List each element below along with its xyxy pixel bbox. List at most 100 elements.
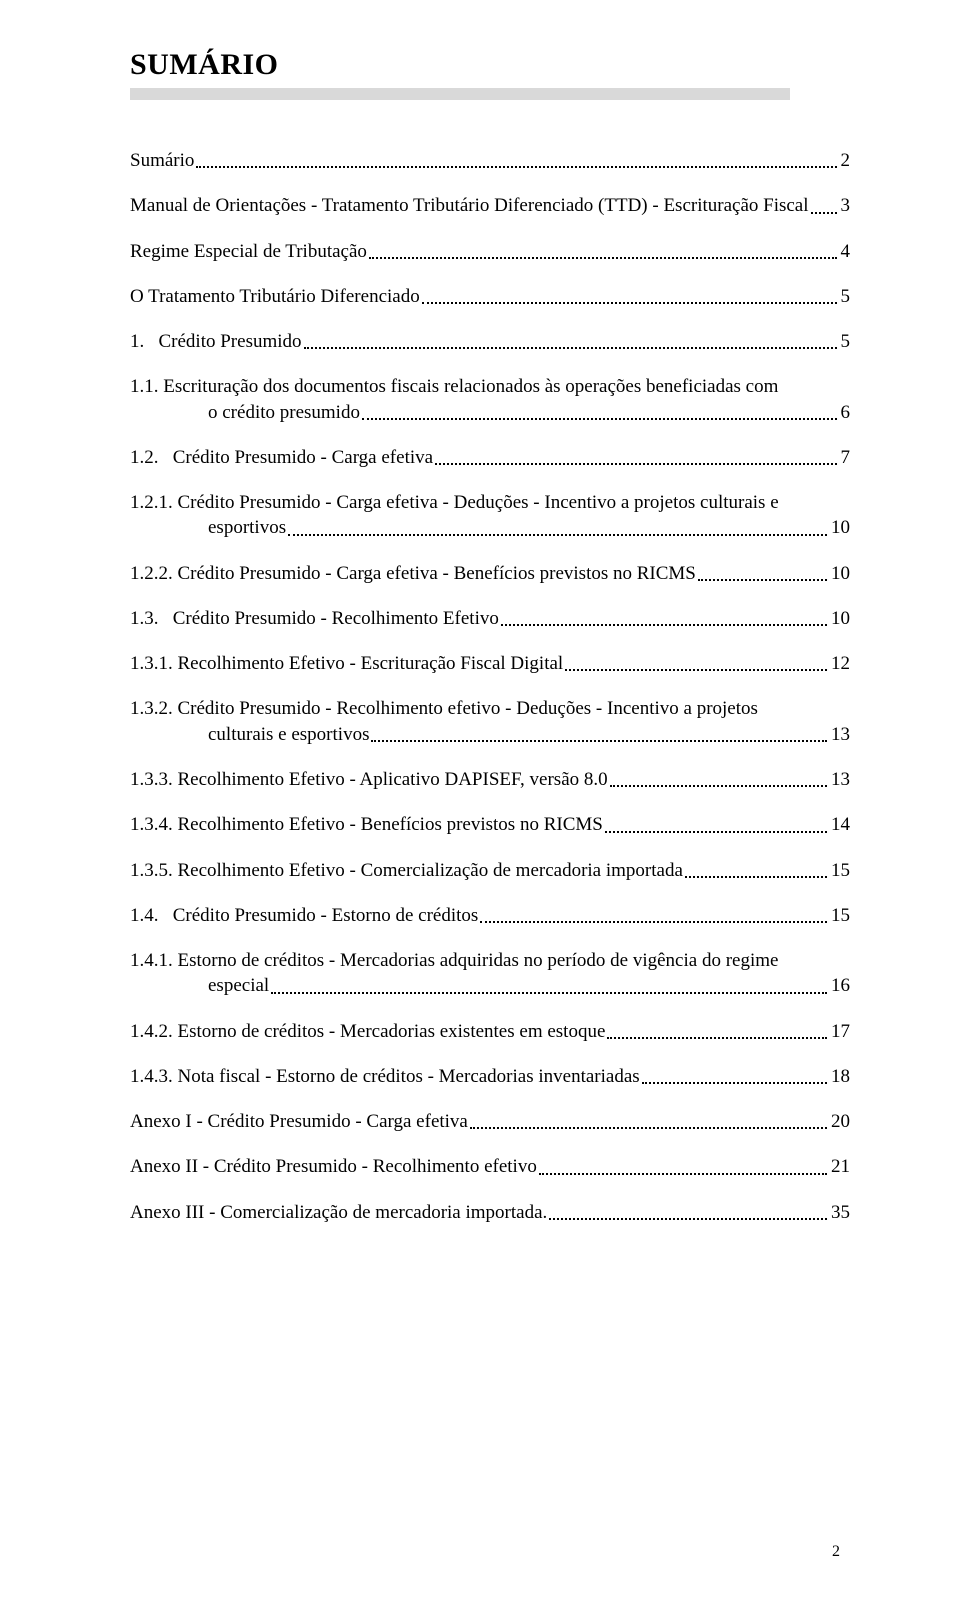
toc-leader-dots bbox=[288, 534, 827, 536]
toc-entry-page: 3 bbox=[839, 193, 851, 218]
toc-entry: 1.3.1. Recolhimento Efetivo - Escrituraç… bbox=[130, 651, 850, 676]
toc-entry-line2: especial 16 bbox=[130, 973, 850, 998]
toc-entry-labelwrap: Estorno de créditos - Mercadorias existe… bbox=[178, 1019, 830, 1044]
toc-entry-label: especial bbox=[208, 973, 269, 998]
toc-entry-page: 2 bbox=[839, 148, 851, 173]
table-of-contents: Sumário2 Manual de Orientações - Tratamen… bbox=[130, 148, 850, 1225]
toc-entry-label: culturais e esportivos bbox=[208, 722, 369, 747]
toc-entry-page: 13 bbox=[829, 722, 850, 747]
toc-entry-labelwrap: Anexo I - Crédito Presumido - Carga efet… bbox=[130, 1109, 829, 1134]
toc-entry-page: 10 bbox=[829, 606, 850, 631]
toc-entry-page: 17 bbox=[829, 1019, 850, 1044]
toc-entry-number: 1.3.4. bbox=[130, 812, 178, 837]
toc-entry-line1: 1.1. Escrituração dos documentos fiscais… bbox=[130, 374, 850, 399]
toc-entry-line1: 1.2.1. Crédito Presumido - Carga efetiva… bbox=[130, 490, 850, 515]
toc-entry-number: 1.2.1. bbox=[130, 492, 178, 513]
toc-entry-number: 1.4.2. bbox=[130, 1019, 178, 1044]
toc-entry-line1: 1.4.1. Estorno de créditos - Mercadorias… bbox=[130, 948, 850, 973]
toc-entry-page: 5 bbox=[839, 329, 851, 354]
toc-entry-label: Estorno de créditos - Mercadorias adquir… bbox=[178, 950, 779, 971]
toc-entry-page: 35 bbox=[829, 1200, 850, 1225]
toc-entry-labelwrap: Sumário bbox=[130, 148, 839, 173]
toc-leader-dots bbox=[435, 463, 836, 465]
toc-entry-label: Anexo I - Crédito Presumido - Carga efet… bbox=[130, 1109, 468, 1134]
toc-entry-page: 4 bbox=[839, 239, 851, 264]
toc-entry-labelwrap: Nota fiscal - Estorno de créditos - Merc… bbox=[178, 1064, 830, 1089]
toc-entry-page: 6 bbox=[839, 400, 851, 425]
toc-entry: O Tratamento Tributário Diferenciado5 bbox=[130, 284, 850, 309]
toc-leader-dots bbox=[304, 347, 837, 349]
toc-entry-labelwrap: Anexo II - Crédito Presumido - Recolhime… bbox=[130, 1154, 829, 1179]
toc-entry-page: 7 bbox=[839, 445, 851, 470]
toc-entry-number: 1.2.2. bbox=[130, 561, 178, 586]
toc-entry: 1.3.5. Recolhimento Efetivo - Comerciali… bbox=[130, 858, 850, 883]
toc-entry-label: Escrituração dos documentos fiscais rela… bbox=[163, 376, 778, 397]
toc-entry-line2: esportivos 10 bbox=[130, 515, 850, 540]
toc-entry-label: Recolhimento Efetivo - Comercialização d… bbox=[178, 858, 683, 883]
toc-entry-label: Nota fiscal - Estorno de créditos - Merc… bbox=[178, 1064, 640, 1089]
toc-entry-page: 13 bbox=[829, 767, 850, 792]
toc-leader-dots bbox=[811, 212, 837, 214]
toc-entry-page: 14 bbox=[829, 812, 850, 837]
toc-entry: Sumário2 bbox=[130, 148, 850, 173]
toc-entry-page: 21 bbox=[829, 1154, 850, 1179]
toc-entry-page: 10 bbox=[829, 561, 850, 586]
toc-leader-dots bbox=[422, 302, 837, 304]
toc-entry-labelwrap: Crédito Presumido bbox=[159, 329, 839, 354]
toc-entry-number: 1.4.1. bbox=[130, 950, 178, 971]
toc-entry-number: 1.3.2. bbox=[130, 698, 178, 719]
toc-leader-dots bbox=[607, 1037, 827, 1039]
toc-leader-dots bbox=[470, 1127, 827, 1129]
toc-entry-number: 1.3.3. bbox=[130, 767, 178, 792]
toc-entry-label: esportivos bbox=[208, 515, 286, 540]
toc-entry: 1.4.1. Estorno de créditos - Mercadorias… bbox=[130, 948, 850, 999]
toc-entry: Anexo II - Crédito Presumido - Recolhime… bbox=[130, 1154, 850, 1179]
toc-entry-labelwrap: Anexo III - Comercialização de mercadori… bbox=[130, 1200, 829, 1225]
toc-entry-line1: 1.3.2. Crédito Presumido - Recolhimento … bbox=[130, 696, 850, 721]
toc-leader-dots bbox=[642, 1082, 827, 1084]
toc-entry-labelwrap: Recolhimento Efetivo - Escrituração Fisc… bbox=[178, 651, 830, 676]
toc-entry: 1.4.3. Nota fiscal - Estorno de créditos… bbox=[130, 1064, 850, 1089]
toc-entry: 1.3. Crédito Presumido - Recolhimento Ef… bbox=[130, 606, 850, 631]
toc-entry-label: Crédito Presumido - Carga efetiva - Bene… bbox=[178, 561, 696, 586]
toc-entry-label: Crédito Presumido - Recolhimento efetivo… bbox=[178, 698, 758, 719]
toc-leader-dots bbox=[565, 669, 827, 671]
toc-leader-dots bbox=[605, 831, 827, 833]
page-number: 2 bbox=[832, 1543, 840, 1561]
toc-entry: 1.4. Crédito Presumido - Estorno de créd… bbox=[130, 903, 850, 928]
toc-leader-dots bbox=[501, 624, 827, 626]
toc-entry-label: Regime Especial de Tributação bbox=[130, 239, 367, 264]
toc-entry-page: 5 bbox=[839, 284, 851, 309]
toc-entry: Regime Especial de Tributação 4 bbox=[130, 239, 850, 264]
toc-entry-number: 1. bbox=[130, 329, 159, 354]
document-page: SUMÁRIO Sumário2Manual de Orientações - … bbox=[0, 0, 960, 1601]
toc-entry-label: Recolhimento Efetivo - Benefícios previs… bbox=[178, 812, 603, 837]
toc-entry-page: 15 bbox=[829, 903, 850, 928]
toc-entry-labelwrap: Manual de Orientações - Tratamento Tribu… bbox=[130, 193, 839, 218]
toc-entry-label: Anexo III - Comercialização de mercadori… bbox=[130, 1200, 547, 1225]
toc-entry: 1.2.2. Crédito Presumido - Carga efetiva… bbox=[130, 561, 850, 586]
toc-leader-dots bbox=[196, 166, 836, 168]
toc-leader-dots bbox=[271, 992, 827, 994]
toc-entry: Anexo III - Comercialização de mercadori… bbox=[130, 1200, 850, 1225]
toc-entry-label: Recolhimento Efetivo - Escrituração Fisc… bbox=[178, 651, 564, 676]
toc-leader-dots bbox=[539, 1173, 827, 1175]
toc-entry-number: 1.1. bbox=[130, 376, 163, 397]
toc-entry: Manual de Orientações - Tratamento Tribu… bbox=[130, 193, 850, 218]
toc-entry-labelwrap: Regime Especial de Tributação bbox=[130, 239, 839, 264]
toc-entry-page: 12 bbox=[829, 651, 850, 676]
toc-entry-labelwrap: Recolhimento Efetivo - Aplicativo DAPISE… bbox=[178, 767, 830, 792]
toc-entry: 1.3.3. Recolhimento Efetivo - Aplicativo… bbox=[130, 767, 850, 792]
toc-entry: 1.2.1. Crédito Presumido - Carga efetiva… bbox=[130, 490, 850, 541]
toc-entry-page: 16 bbox=[829, 973, 850, 998]
toc-entry: 1.1. Escrituração dos documentos fiscais… bbox=[130, 374, 850, 425]
toc-leader-dots bbox=[685, 876, 827, 878]
toc-leader-dots bbox=[549, 1218, 827, 1220]
toc-entry-page: 18 bbox=[829, 1064, 850, 1089]
toc-leader-dots bbox=[371, 740, 827, 742]
toc-entry-label: Crédito Presumido bbox=[159, 329, 302, 354]
toc-entry-label: Crédito Presumido - Estorno de créditos bbox=[173, 903, 479, 928]
toc-entry-page: 10 bbox=[829, 515, 850, 540]
toc-entry: 1.3.2. Crédito Presumido - Recolhimento … bbox=[130, 696, 850, 747]
toc-entry-label: Manual de Orientações - Tratamento Tribu… bbox=[130, 193, 809, 218]
